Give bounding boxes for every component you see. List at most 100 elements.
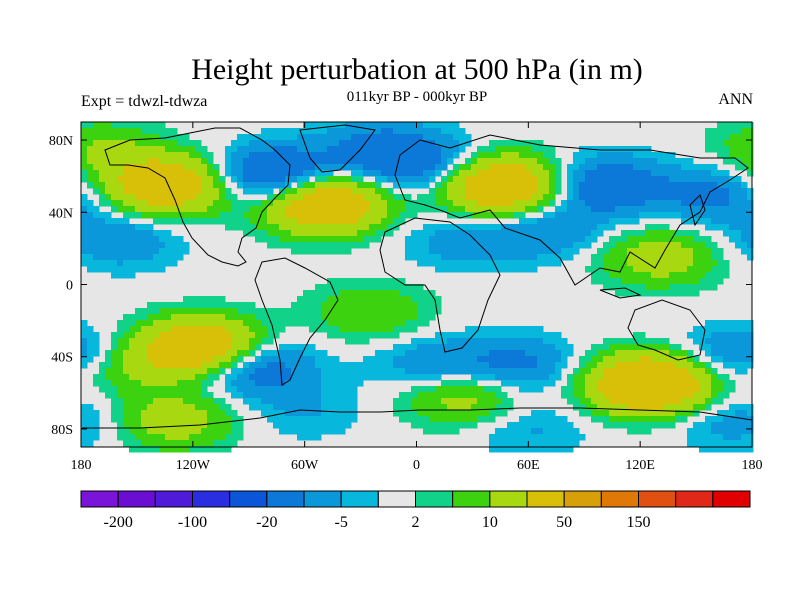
field-cell [399,344,406,351]
field-cell [369,296,376,303]
field-cell [693,254,700,261]
field-cell [483,236,490,243]
field-cell [747,188,754,195]
field-cell [159,122,166,129]
field-cell [645,278,652,285]
field-cell [393,404,400,411]
field-cell [129,212,136,219]
field-cell [483,176,490,183]
field-cell [573,428,580,435]
field-cell [483,410,490,417]
field-cell [207,218,214,225]
field-cell [453,224,460,231]
field-cell [381,356,388,363]
field-cell [87,224,94,231]
field-cell [255,356,262,363]
field-cell [669,380,676,387]
field-cell [591,218,598,225]
field-cell [201,380,208,387]
field-cell [639,284,646,291]
field-cell [177,176,184,183]
field-cell [375,152,382,159]
field-cell [483,170,490,177]
field-cell [231,200,238,207]
field-cell [507,140,514,147]
field-cell [399,362,406,369]
field-cell [735,326,742,333]
field-cell [375,290,382,297]
field-cell [597,218,604,225]
field-cell [549,182,556,189]
field-cell [87,404,94,411]
field-cell [723,128,730,135]
field-cell [585,266,592,273]
field-cell [531,446,538,453]
field-cell [405,326,412,333]
field-cell [351,398,358,405]
field-cell [333,152,340,159]
field-cell [723,194,730,201]
field-cell [255,398,262,405]
field-cell [645,344,652,351]
field-cell [273,230,280,237]
field-cell [483,254,490,261]
field-cell [621,158,628,165]
field-cell [345,398,352,405]
field-cell [651,386,658,393]
field-cell [165,446,172,453]
field-cell [183,392,190,399]
field-cell [237,200,244,207]
field-cell [141,170,148,177]
field-cell [723,350,730,357]
field-cell [621,368,628,375]
field-cell [333,182,340,189]
field-cell [495,212,502,219]
field-cell [723,356,730,363]
field-cell [717,410,724,417]
field-cell [87,332,94,339]
field-cell [459,404,466,411]
field-cell [657,164,664,171]
field-cell [375,128,382,135]
field-cell [453,422,460,429]
field-cell [621,194,628,201]
field-cell [417,200,424,207]
field-cell [189,404,196,411]
field-cell [123,362,130,369]
field-cell [453,146,460,153]
field-cell [321,302,328,309]
field-cell [489,182,496,189]
field-cell [435,188,442,195]
field-cell [597,386,604,393]
field-cell [429,404,436,411]
field-cell [537,350,544,357]
field-cell [531,164,538,171]
field-cell [441,248,448,255]
field-cell [219,182,226,189]
field-cell [441,200,448,207]
field-cell [315,182,322,189]
field-cell [225,344,232,351]
field-cell [297,404,304,411]
field-cell [549,194,556,201]
field-cell [711,374,718,381]
field-cell [483,362,490,369]
field-cell [579,200,586,207]
field-cell [351,326,358,333]
field-cell [729,422,736,429]
field-cell [279,368,286,375]
field-cell [471,152,478,159]
field-cell [507,182,514,189]
field-cell [483,146,490,153]
field-cell [351,374,358,381]
field-cell [171,176,178,183]
field-cell [225,200,232,207]
field-cell [303,290,310,297]
field-cell [723,434,730,441]
field-cell [519,152,526,159]
field-cell [579,392,586,399]
field-cell [741,338,748,345]
field-cell [147,194,154,201]
field-cell [285,188,292,195]
field-cell [579,170,586,177]
